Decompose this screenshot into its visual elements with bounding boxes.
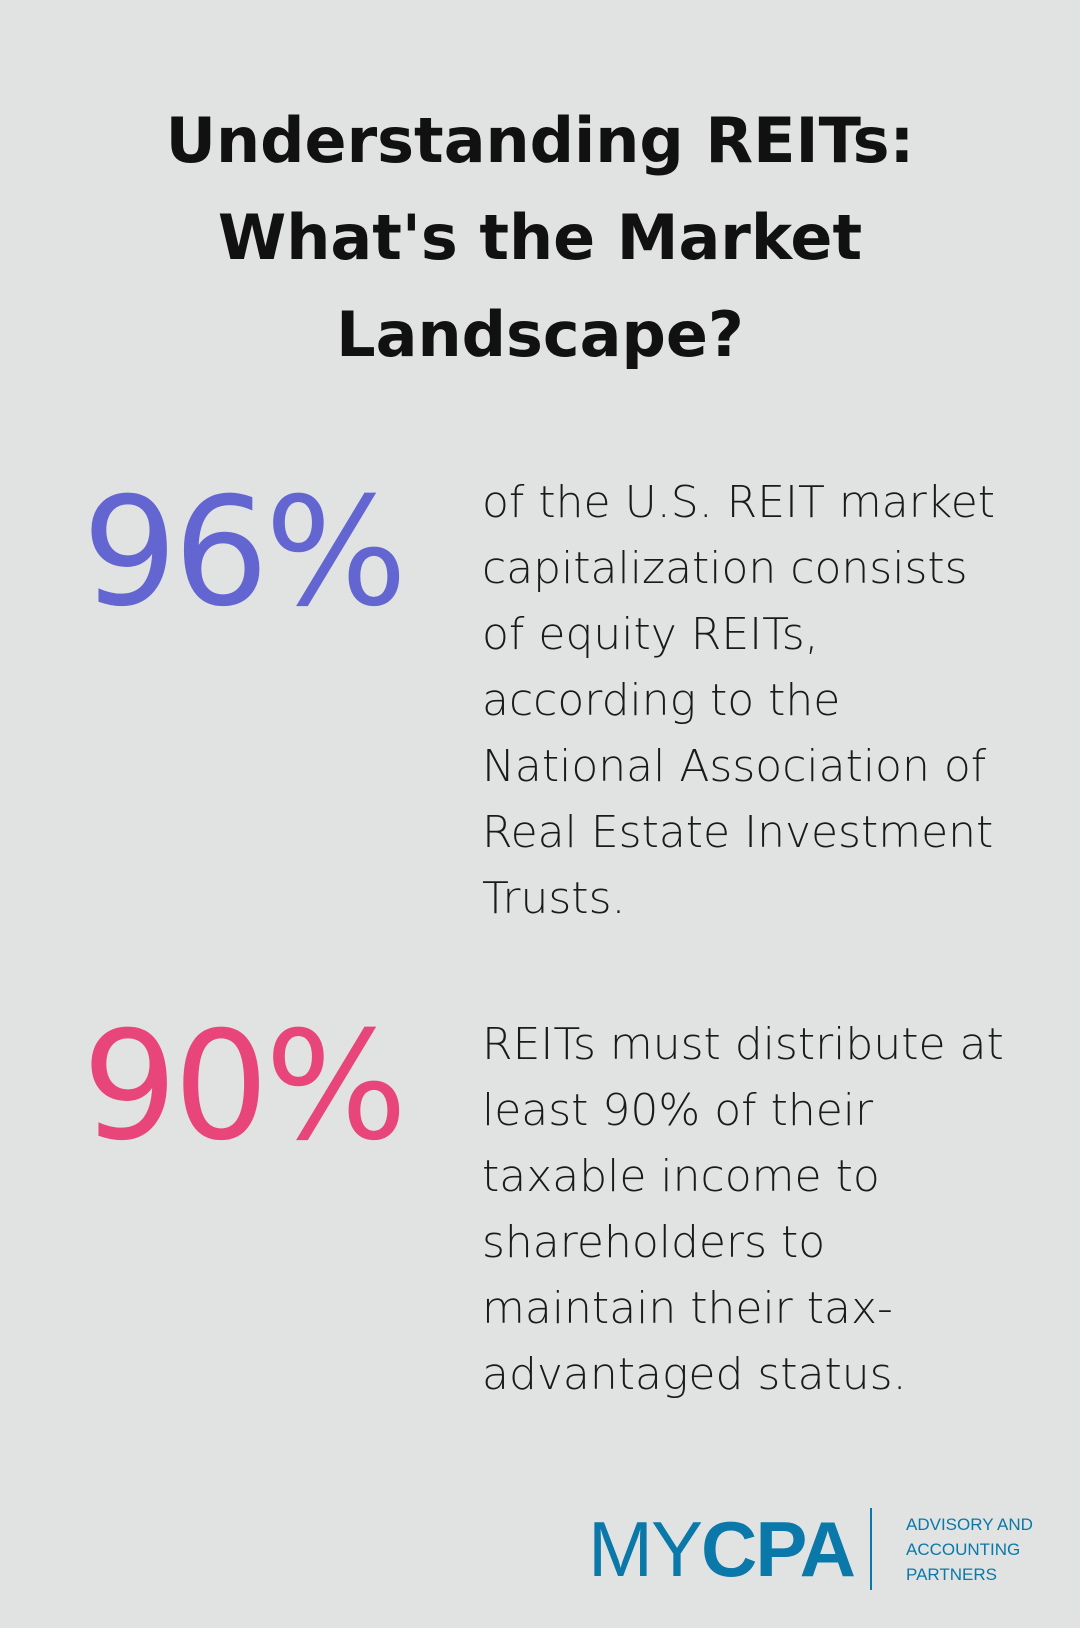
tagline-line-2: ACCOUNTING xyxy=(906,1540,1021,1559)
page-title: Understanding REITs: What's the Market L… xyxy=(0,92,1080,383)
title-line-3: Landscape? xyxy=(336,298,744,371)
tagline-line-1: ADVISORY AND xyxy=(906,1515,1033,1534)
tagline-line-3: PARTNERS xyxy=(906,1565,998,1584)
stat-description: of the U.S. REIT market capitalization c… xyxy=(482,477,996,924)
stat-description: REITs must distribute at least 90% of th… xyxy=(482,1019,1004,1400)
title-line-2: What's the Market xyxy=(217,201,863,274)
logo-wordmark: MYCPA xyxy=(588,1505,856,1593)
logo-divider xyxy=(870,1508,872,1590)
logo-tagline: ADVISORY AND ACCOUNTING PARTNERS xyxy=(906,1512,1033,1587)
stat-value: 96% xyxy=(82,466,407,640)
logo-cpa: CPA xyxy=(701,1505,856,1593)
stat-value: 90% xyxy=(82,1000,407,1174)
title-line-1: Understanding REITs: xyxy=(165,104,915,177)
logo-my: MY xyxy=(588,1505,703,1593)
